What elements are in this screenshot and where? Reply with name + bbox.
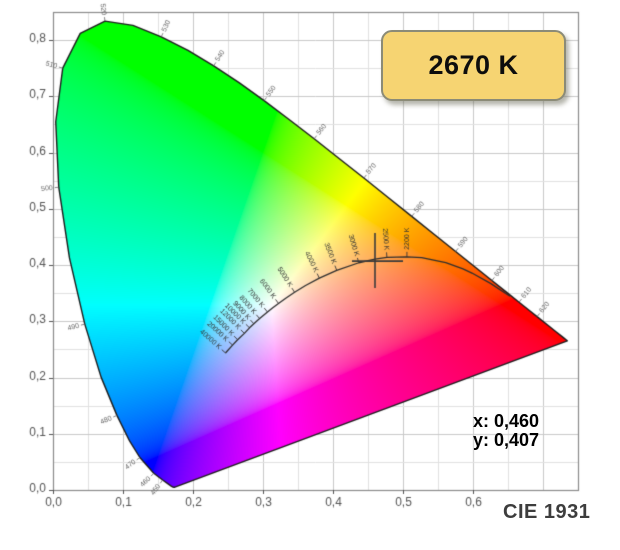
readout-y: y: 0,407	[473, 430, 540, 450]
diagram-title: CIE 1931	[503, 501, 591, 523]
xy-readout: x: 0,460 y: 0,407	[473, 412, 539, 450]
cct-badge: 2670 K	[381, 30, 566, 101]
cct-value: 2670 K	[428, 50, 519, 80]
readout-x: x: 0,460	[473, 411, 540, 431]
